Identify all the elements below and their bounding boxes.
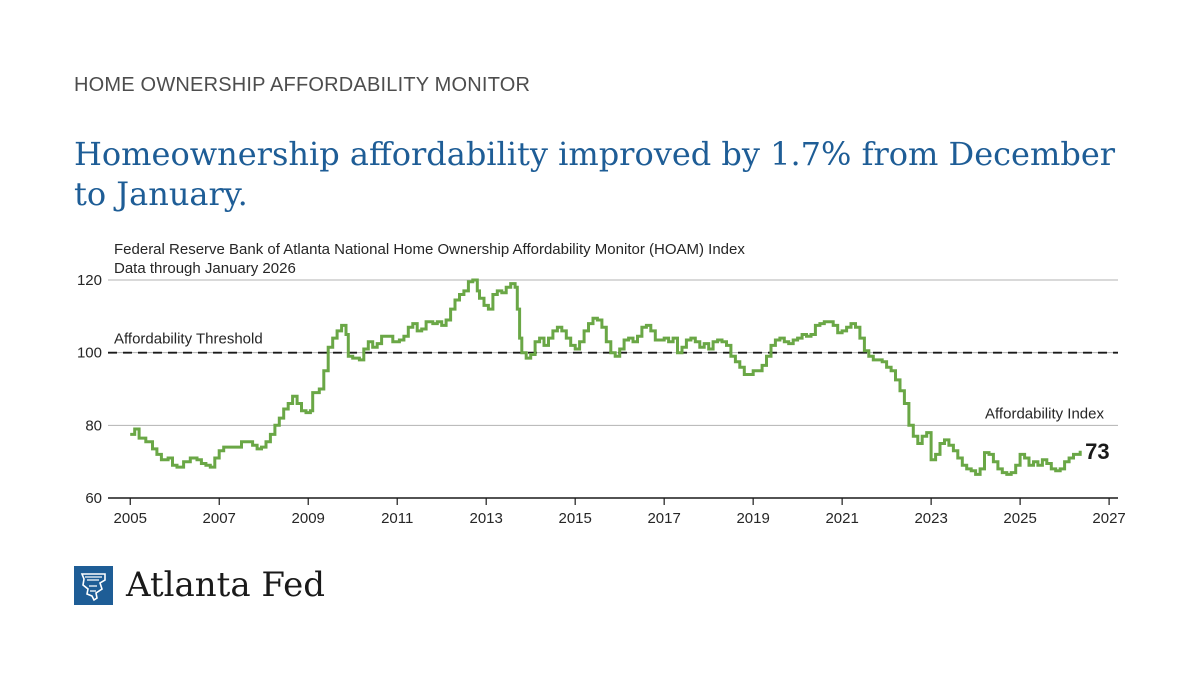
x-tick-label: 2007 xyxy=(203,510,236,527)
affordability-index-line xyxy=(130,278,1082,476)
x-tick-label: 2017 xyxy=(647,510,680,527)
x-tick-label: 2009 xyxy=(292,510,325,527)
brand-name: Atlanta Fed xyxy=(126,565,326,605)
x-tick-label: 2023 xyxy=(914,510,947,527)
x-tick-label: 2025 xyxy=(1003,510,1036,527)
y-tick-label: 100 xyxy=(77,345,102,362)
y-tick-label: 80 xyxy=(85,417,102,434)
x-tick-label: 2021 xyxy=(825,510,858,527)
x-tick-label: 2013 xyxy=(470,510,503,527)
series-label: Affordability Index xyxy=(985,405,1104,422)
chart-svg: Federal Reserve Bank of Atlanta National… xyxy=(77,241,1126,527)
latest-value-label: 73 xyxy=(1085,439,1109,464)
x-tick-label: 2027 xyxy=(1092,510,1125,527)
threshold-label: Affordability Threshold xyxy=(114,331,263,348)
y-tick-label: 60 xyxy=(85,490,102,507)
x-tick-label: 2015 xyxy=(558,510,591,527)
x-tick-label: 2011 xyxy=(381,510,413,527)
hoam-chart: Federal Reserve Bank of Atlanta National… xyxy=(0,230,1200,530)
chart-title: Federal Reserve Bank of Atlanta National… xyxy=(114,241,745,258)
headline: Homeownership affordability improved by … xyxy=(74,135,1116,213)
x-tick-label: 2005 xyxy=(114,510,147,527)
atlanta-fed-emblem-icon xyxy=(74,566,113,605)
kicker: HOME OWNERSHIP AFFORDABILITY MONITOR xyxy=(74,74,531,96)
x-tick-label: 2019 xyxy=(736,510,769,527)
chart-subtitle: Data through January 2026 xyxy=(114,260,296,277)
y-tick-label: 120 xyxy=(77,272,102,289)
